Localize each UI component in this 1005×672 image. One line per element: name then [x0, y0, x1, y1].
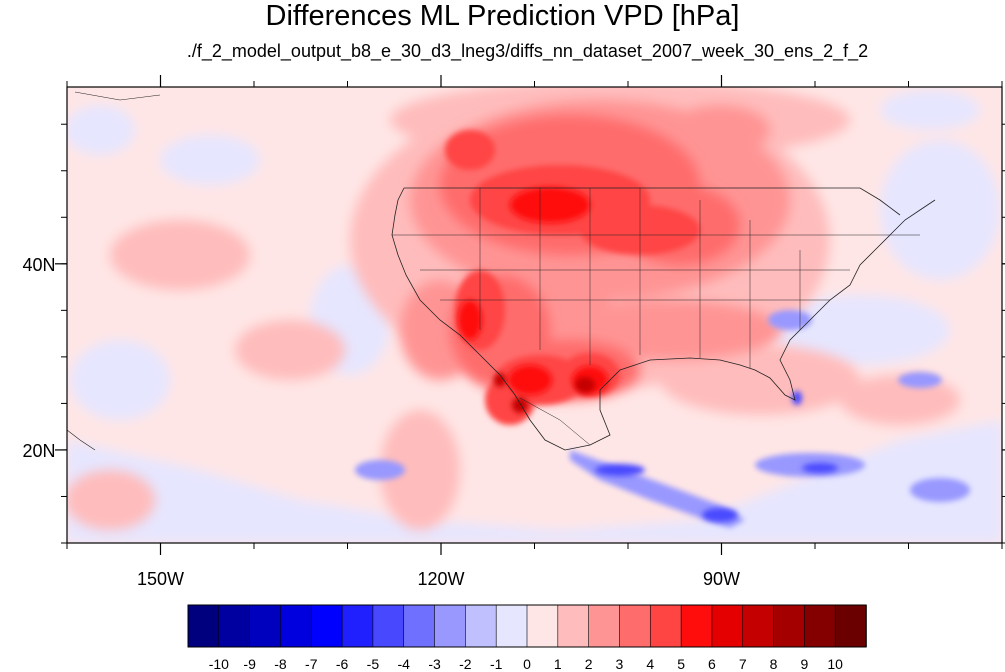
colorbar-label: -1: [490, 656, 503, 672]
colorbar-swatch: [465, 604, 497, 648]
map-title: Differences ML Prediction VPD [hPa]: [265, 0, 740, 32]
lat-tick-label: 20N: [22, 441, 55, 461]
lat-tick-label: 40N: [22, 255, 55, 275]
colorbar-label: 4: [646, 656, 654, 672]
colorbar-label: -3: [428, 656, 441, 672]
map-axes: 150W 120W 90W 40N 20N: [22, 75, 1005, 589]
lon-tick-label: 120W: [417, 569, 464, 589]
colorbar-swatch: [372, 604, 405, 648]
colorbar-label: -10: [209, 656, 229, 672]
colorbar-swatch: [495, 604, 528, 648]
colorbar-swatch: [711, 604, 744, 648]
colorbar-swatch: [403, 604, 436, 648]
colorbar-label: 10: [827, 656, 843, 672]
colorbar-swatch: [834, 604, 867, 648]
colorbar-label: -4: [398, 656, 411, 672]
colorbar-label: -2: [459, 656, 472, 672]
colorbar-swatch: [341, 604, 374, 648]
colorbar-swatch: [588, 604, 621, 648]
colorbar-label: 2: [585, 656, 593, 672]
colorbar-label: 5: [677, 656, 685, 672]
colorbar-label: 7: [739, 656, 747, 672]
colorbar-swatch: [649, 604, 682, 648]
colorbar-swatch: [557, 604, 590, 648]
colorbar-swatch: [310, 604, 343, 648]
colorbar-swatch: [773, 604, 806, 648]
colorbar-label: 8: [770, 656, 778, 672]
colorbar-swatch: [742, 604, 775, 648]
colorbar-label: 9: [800, 656, 808, 672]
colorbar-label: 3: [616, 656, 624, 672]
colorbar-label: -7: [305, 656, 318, 672]
colorbar-label: -8: [274, 656, 287, 672]
colorbar: -10 -9 -8 -7 -6 -5 -4 -3 -2 -1 0 1 2 3 4 5 6 7 8 9 10: [187, 604, 867, 672]
colorbar-label: 6: [708, 656, 716, 672]
colorbar-swatch: [680, 604, 713, 648]
lon-tick-label: 150W: [137, 569, 184, 589]
map-subtitle: ./f_2_model_output_b8_e_30_d3_lneg3/diff…: [186, 41, 869, 61]
colorbar-swatch: [619, 604, 652, 648]
colorbar-frame: [187, 604, 867, 648]
colorbar-swatch: [434, 604, 467, 648]
colorbar-label: -6: [336, 656, 349, 672]
colorbar-label: 0: [523, 656, 531, 672]
coastline: [67, 91, 936, 451]
colorbar-swatch: [804, 604, 836, 648]
lon-tick-label: 90W: [703, 569, 740, 589]
colorbar-swatch: [187, 604, 220, 648]
colorbar-label: -5: [367, 656, 380, 672]
colorbar-swatch: [280, 604, 313, 648]
colorbar-swatch: [526, 604, 559, 648]
colorbar-label: -9: [243, 656, 256, 672]
colorbar-swatch: [249, 604, 282, 648]
colorbar-label: 1: [554, 656, 562, 672]
colorbar-swatch: [218, 604, 251, 648]
